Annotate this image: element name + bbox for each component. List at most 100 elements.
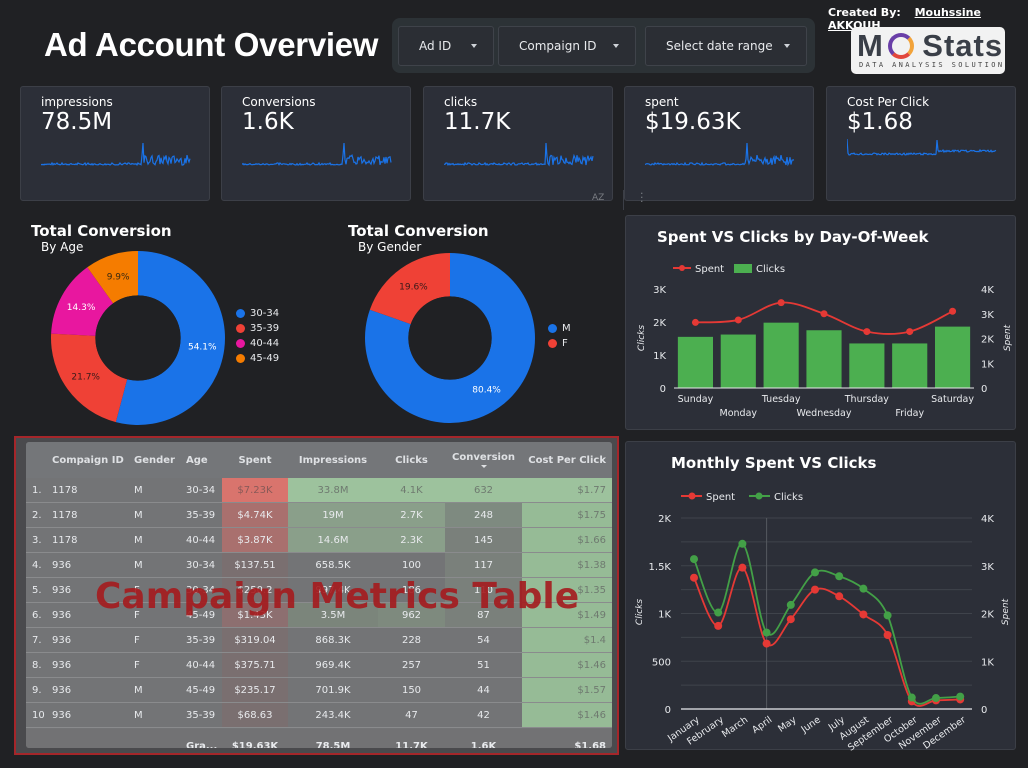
legend-swatch (548, 324, 557, 333)
table-row[interactable]: 3. 1178 M 40-44 $3.87K 14.6M 2.3K 145 $1.66 (26, 528, 612, 553)
table-cell: 30-34 (186, 484, 216, 496)
sort-az-icon[interactable]: AZ (592, 193, 605, 203)
table-row[interactable]: 1. 1178 M 30-34 $7.23K 33.8M 4.1K 632 $1.77 (26, 478, 612, 503)
kpi-label: spent (645, 95, 679, 109)
sparkline (847, 138, 997, 156)
y-tick-label: 0 (660, 384, 666, 395)
donut-slice-40-44 (51, 267, 114, 336)
table-cell: F (134, 659, 140, 671)
sparkline (41, 142, 191, 166)
table-cell: $1.46 (522, 703, 612, 727)
table-footer-row[interactable]: Gra... $19.63K 78.5M 11.7K 1.6K $1.68 (26, 729, 612, 748)
column-header[interactable]: Age (186, 454, 208, 466)
table-cell: 6. (32, 609, 42, 621)
table-row[interactable]: 8. 936 F 40-44 $375.71 969.4K 257 51 $1.46 (26, 653, 612, 678)
table-cell: 40-44 (186, 534, 216, 546)
caret-down-icon (784, 44, 790, 48)
y-axis-title: Clicks (635, 599, 645, 625)
divider (623, 190, 624, 210)
table-cell: 1. (32, 484, 42, 496)
table-row[interactable]: 10 936 M 35-39 $68.63 243.4K 47 42 $1.46 (26, 703, 612, 728)
table-row[interactable]: 2. 1178 M 35-39 $4.74K 19M 2.7K 248 $1.75 (26, 503, 612, 528)
legend-item-40-44[interactable]: 40-44 (236, 338, 279, 349)
donut-slice-label: 9.9% (107, 272, 130, 282)
y2-tick-label: 3K (981, 562, 994, 573)
kpi-value: $1.68 (847, 109, 913, 135)
table-cell: 868.3K (315, 634, 351, 646)
kpi-impressions: impressions 78.5M (20, 86, 210, 201)
legend-spent-label: Spent (706, 492, 735, 503)
table-cell: $1.77 (522, 478, 612, 502)
table-cell: 42 (477, 709, 490, 721)
table-cell: 1.6K (470, 740, 497, 749)
table-row[interactable]: 9. 936 M 45-49 $235.17 701.9K 150 44 $1.57 (26, 678, 612, 703)
spent-point-saturday (949, 307, 957, 315)
date-range-filter-label: Select date range (666, 39, 773, 53)
table-cell: 33.8M (288, 478, 378, 502)
legend-item-35-39[interactable]: 35-39 (236, 323, 279, 334)
table-cell: 1178 (52, 484, 78, 496)
table-cell: 228 (401, 634, 422, 646)
table-cell: $1.49 (522, 603, 612, 627)
more-vert-icon[interactable]: · · · (640, 187, 644, 208)
table-cell (46, 729, 126, 748)
campaign-id-filter[interactable]: Compaign ID (498, 26, 636, 66)
table-cell: 936 (52, 634, 72, 646)
bar-wednesday (806, 330, 842, 388)
column-header[interactable]: Spent (238, 454, 272, 466)
x-tick-label: Saturday (931, 394, 974, 405)
column-header[interactable]: Compaign ID (52, 454, 124, 466)
table-cell: 45-49 (186, 684, 216, 696)
table-cell: 78.5M (315, 740, 351, 749)
kpi-label: clicks (444, 95, 478, 109)
legend-item-f[interactable]: F (548, 338, 568, 349)
logo-tagline: DATA ANALYSIS SOLUTION (859, 61, 1005, 69)
chart-subtitle: By Gender (358, 240, 422, 254)
table-cell: 4. (32, 559, 42, 571)
x-tick-label: March (720, 714, 750, 740)
donut-slice-m (365, 253, 535, 423)
table-cell: 150 (401, 684, 422, 696)
ad-id-filter[interactable]: Ad ID (398, 26, 494, 66)
chart-subtitle: By Age (41, 240, 84, 254)
legend-item-45-49[interactable]: 45-49 (236, 353, 279, 364)
spent-point-june (811, 585, 819, 594)
y2-tick-label: 2K (981, 610, 994, 621)
legend-item-30-34[interactable]: 30-34 (236, 308, 279, 319)
column-header[interactable]: Clicks (395, 454, 428, 466)
y-tick-label: 500 (652, 657, 671, 668)
sort-desc-icon (480, 465, 487, 468)
kpi-value: $19.63K (645, 109, 741, 135)
x-tick-label: Wednesday (796, 408, 851, 419)
table-cell: 997.4K (315, 584, 351, 596)
spent-point-march (738, 563, 747, 572)
spent-line (695, 301, 953, 335)
spent-point-sunday (691, 318, 699, 326)
spent-point-july (835, 592, 844, 601)
clicks-line (693, 542, 961, 705)
table-cell: 14.6M (288, 528, 378, 552)
y2-tick-label: 2K (981, 335, 994, 346)
donut-slice-45-49 (87, 251, 138, 304)
column-header[interactable]: Cost Per Click (528, 454, 606, 466)
table-cell: 4.1K (378, 478, 445, 502)
age-donut-title-block: Total Conversion By Age (31, 222, 172, 254)
column-header[interactable]: Impressions (298, 454, 368, 466)
table-cell: 962 (378, 603, 445, 627)
table-row[interactable]: 5. 936 F 30-34 $250.2 997.4K 186 110 $1.35 (26, 578, 612, 603)
table-cell: $19.63K (231, 740, 279, 749)
table-cell: 936 (52, 659, 72, 671)
table-cell: $250.2 (222, 578, 288, 602)
legend-label: 35-39 (250, 323, 280, 334)
legend-swatch (548, 339, 557, 348)
date-range-filter[interactable]: Select date range (645, 26, 807, 66)
column-header[interactable]: Gender (134, 454, 175, 466)
table-row[interactable]: 4. 936 M 30-34 $137.51 658.5K 100 117 $1.38 (26, 553, 612, 578)
donut-hole (95, 295, 181, 381)
legend-item-m[interactable]: M (548, 323, 571, 334)
table-row[interactable]: 6. 936 F 45-49 $1.43K 3.5M 962 87 $1.49 (26, 603, 612, 628)
table-row[interactable]: 7. 936 F 35-39 $319.04 868.3K 228 54 $1.4 (26, 628, 612, 653)
spent-point-february (714, 621, 723, 630)
column-header[interactable]: Conversion (445, 442, 522, 478)
bar-sunday (677, 336, 713, 388)
